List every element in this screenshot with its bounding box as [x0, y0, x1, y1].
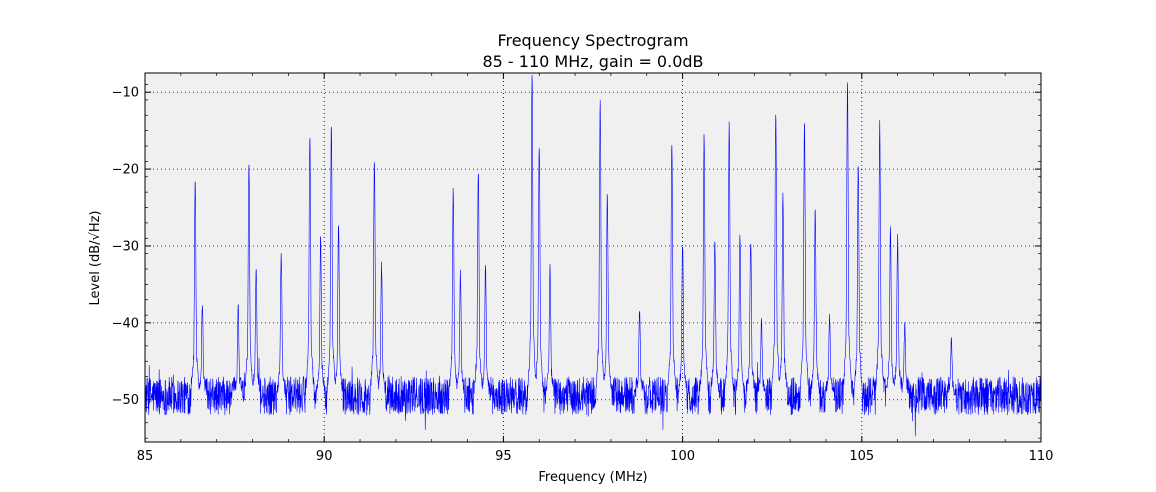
x-tick-label: 105	[849, 449, 874, 464]
spectrum-series-line	[145, 74, 1041, 437]
plot-frame	[144, 72, 1042, 443]
x-tick-label: 95	[495, 449, 512, 464]
y-tick-label: −30	[112, 239, 139, 254]
y-tick-label: −20	[112, 163, 139, 178]
chart-title: Frequency Spectrogram	[497, 31, 688, 50]
axis-ticks	[144, 73, 1042, 442]
x-tick-labels: 85 90 95 100 105 110	[137, 449, 1054, 464]
x-tick-label: 110	[1029, 449, 1054, 464]
x-tick-label: 90	[316, 449, 333, 464]
y-axis-label: Level (dB/√Hz)	[88, 210, 103, 305]
y-tick-label: −40	[112, 316, 139, 331]
x-axis-label: Frequency (MHz)	[538, 470, 647, 485]
x-tick-label: 85	[137, 449, 154, 464]
y-tick-labels: −50 −40 −30 −20 −10	[112, 86, 139, 409]
y-tick-label: −50	[112, 393, 139, 408]
chart-subtitle: 85 - 110 MHz, gain = 0.0dB	[482, 52, 703, 71]
y-tick-label: −10	[112, 86, 139, 101]
x-tick-label: 100	[670, 449, 695, 464]
